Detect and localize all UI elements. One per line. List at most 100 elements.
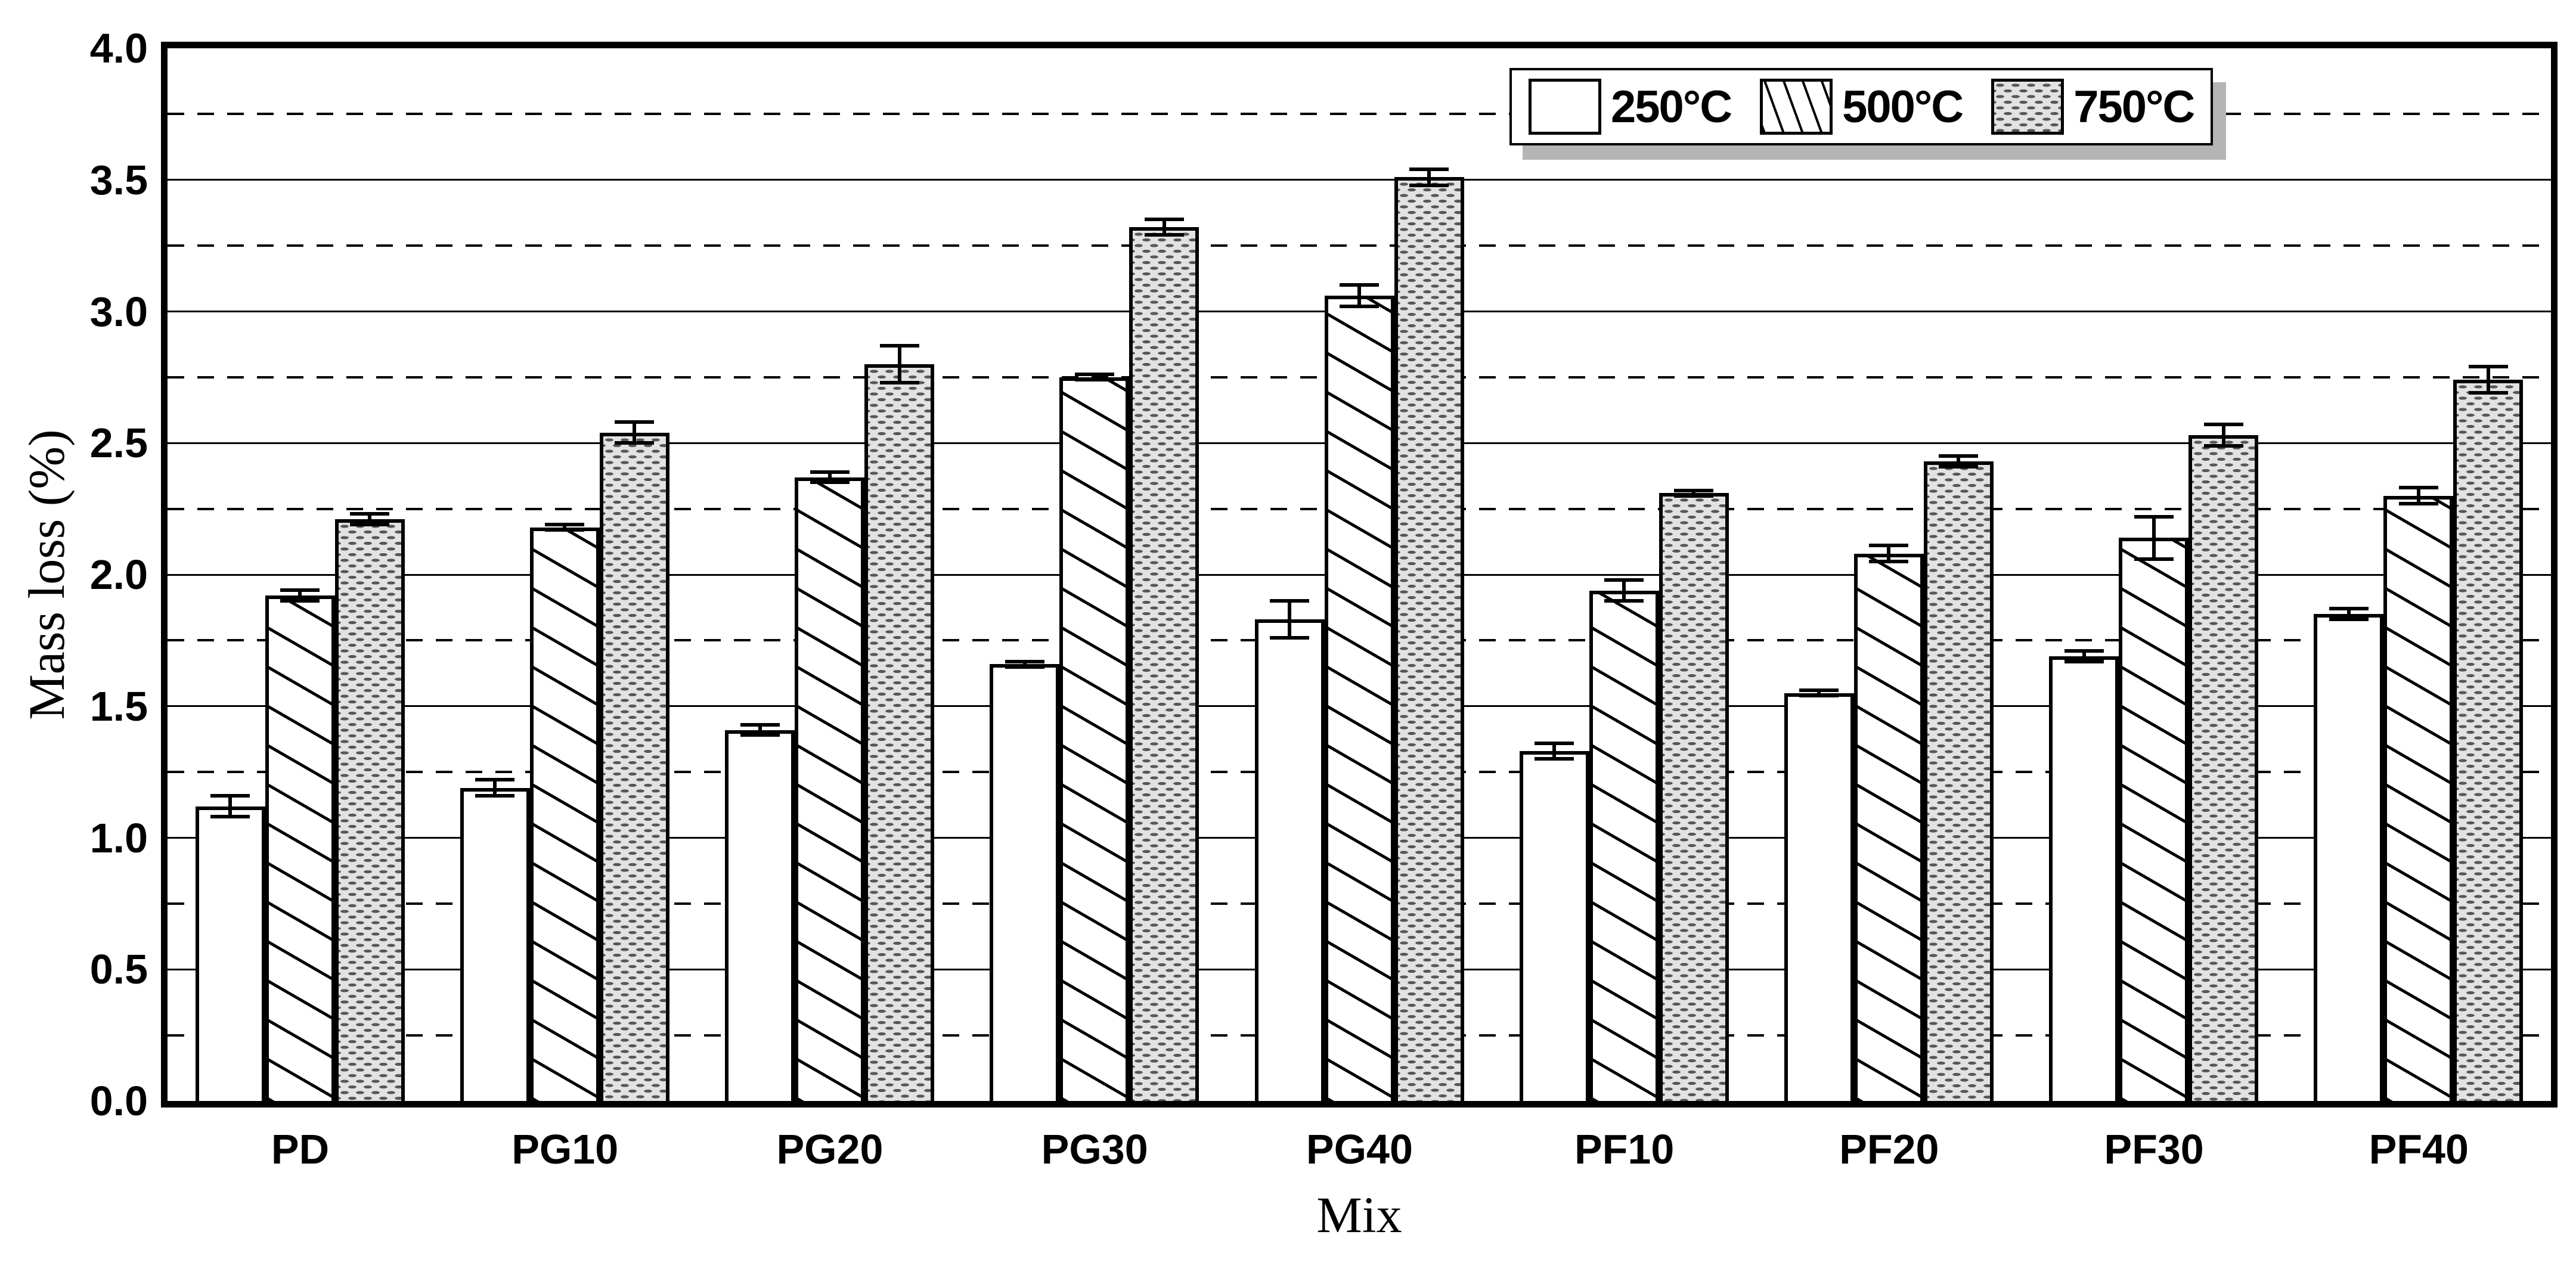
error-bar-PG30-250C [1022,661,1027,667]
x-tick-label-PF10: PF10 [1574,1126,1675,1172]
error-bar-PG30-750C [1162,219,1166,235]
bar-PF40-750C [2453,380,2524,1101]
error-cap-bottom-PG10 [615,441,655,445]
bar-PG10-250C [460,787,530,1101]
error-cap-top-PF40 [2398,486,2438,490]
x-tick-label-PD: PD [271,1126,330,1172]
error-cap-top-PG10 [545,523,585,527]
error-cap-top-PF30 [2064,649,2104,653]
bar-PG30-500C [1059,377,1130,1101]
bar-PF10-250C [1519,750,1589,1101]
error-cap-top-PD [350,512,390,516]
error-cap-top-PG40 [1270,599,1309,603]
legend-swatch-plain-white [1529,79,1601,135]
bar-PF40-250C [2314,614,2384,1101]
error-cap-bottom-PF10 [1674,494,1714,498]
bar-PG30-250C [990,664,1060,1101]
error-bar-PF10-250C [1552,743,1557,759]
error-cap-top-PG20 [879,343,919,348]
error-cap-bottom-PF30 [2203,443,2243,448]
bar-PD-500C [265,595,335,1101]
y-tick-label-3.0: 3.0 [89,288,148,335]
legend-swatch-diagonal-hatch [1760,79,1833,135]
error-cap-bottom-PG10 [475,793,515,798]
error-cap-bottom-PF40 [2398,501,2438,505]
plot-area [161,42,2558,1108]
error-cap-bottom-PF20 [1869,559,1909,563]
error-bar-PD-500C [298,590,302,601]
y-tick-label-1.0: 1.0 [89,814,148,861]
bar-PG40-750C [1394,177,1464,1101]
x-tick-label-PG20: PG20 [776,1126,884,1172]
bar-PF20-500C [1853,553,1924,1101]
plot-inner [168,48,2551,1101]
legend-entry-750C: 750°C [1991,79,2195,135]
error-cap-top-PF20 [1799,688,1839,693]
bar-PG20-500C [795,477,865,1101]
error-cap-top-PF20 [1869,544,1909,548]
x-tick-label-PG30: PG30 [1041,1126,1148,1172]
error-bar-PF40-500C [2416,488,2420,504]
error-bar-PG20-750C [897,345,901,383]
bar-PF30-750C [2188,435,2259,1101]
bar-PF10-750C [1659,493,1729,1101]
error-cap-top-PG20 [740,722,780,727]
bar-PG10-750C [599,432,669,1101]
bar-PG20-750C [864,364,935,1101]
y-tick-label-0.0: 0.0 [89,1078,148,1124]
error-cap-top-PG30 [1005,659,1044,663]
error-bar-PF40-750C [2486,367,2490,393]
y-tick-label-4.0: 4.0 [89,25,148,72]
x-axis-title: Mix [1316,1186,1402,1243]
error-cap-bottom-PF10 [1535,757,1574,761]
error-cap-bottom-PG20 [740,733,780,737]
bar-PF10-500C [1589,590,1659,1101]
error-bar-PF20-250C [1817,690,1821,696]
error-cap-top-PG30 [1074,373,1114,377]
error-cap-top-PF10 [1535,741,1574,745]
error-bar-PG20-500C [827,472,832,483]
error-cap-bottom-PG20 [879,380,919,384]
bar-PD-250C [195,806,265,1101]
error-cap-top-PF40 [2468,365,2508,369]
error-bar-PD-250C [228,795,233,817]
x-tick-label-PF40: PF40 [2369,1126,2469,1172]
error-bar-PF30-750C [2221,424,2225,446]
error-cap-bottom-PF30 [2064,659,2104,663]
error-cap-top-PG40 [1409,167,1449,172]
error-cap-bottom-PG30 [1074,378,1114,382]
error-bar-PG30-500C [1092,374,1096,380]
error-bar-PF20-750C [1957,456,1961,467]
legend-label: 500°C [1842,81,1964,132]
bar-PF40-500C [2383,495,2454,1101]
error-bar-PG40-750C [1427,169,1431,185]
bar-PG30-750C [1129,227,1199,1101]
bar-PF30-500C [2119,538,2189,1101]
error-cap-top-PD [280,588,320,593]
error-cap-bottom-PF20 [1939,464,1979,469]
error-bar-PF20-500C [1887,545,1891,562]
error-cap-bottom-PF10 [1604,599,1644,603]
bar-PF30-250C [2049,656,2119,1101]
error-bar-PG20-250C [758,724,762,736]
error-cap-bottom-PF30 [2134,557,2174,561]
bar-PD-750C [334,519,405,1101]
gridline-dashed-3.75 [168,113,2551,116]
x-tick-label-PF30: PF30 [2104,1126,2204,1172]
gridline-solid-3.50 [168,179,2551,181]
error-cap-top-PF20 [1939,454,1979,458]
error-bar-PF30-250C [2082,651,2086,662]
error-bar-PG40-250C [1288,601,1291,638]
x-tick-label-PG10: PG10 [512,1126,619,1172]
error-bar-PF30-500C [2152,516,2156,559]
legend-entry-500C: 500°C [1760,79,1964,135]
error-cap-top-PF10 [1674,488,1714,492]
error-cap-top-PG30 [1144,217,1184,221]
y-tick-label-2.0: 2.0 [89,551,148,598]
error-cap-top-PG40 [1340,283,1379,287]
gridline-dashed-3.25 [168,244,2551,247]
error-bar-PG10-500C [563,525,567,530]
y-tick-label-3.5: 3.5 [89,156,148,203]
bar-PF20-250C [1784,693,1854,1101]
error-bar-PF10-500C [1622,579,1626,601]
